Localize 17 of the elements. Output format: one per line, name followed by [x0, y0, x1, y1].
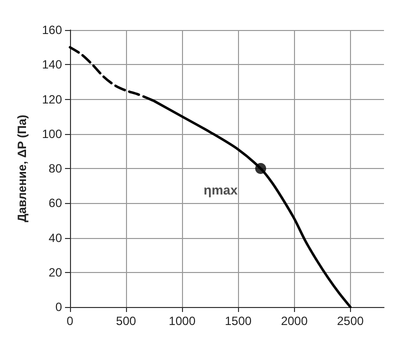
y-tick-label: 140: [42, 58, 62, 72]
y-tick-label: 160: [42, 23, 62, 37]
y-tick-label: 80: [48, 162, 62, 176]
y-tick-label: 0: [55, 300, 62, 314]
x-tick-label: 500: [116, 314, 136, 328]
y-tick-label: 40: [48, 230, 62, 245]
x-tick-label: 1500: [224, 314, 252, 328]
x-tick-label: 2000: [280, 314, 308, 328]
y-tick-label: 20: [48, 265, 62, 280]
x-tick-label: 0: [66, 314, 74, 328]
annotation: ηmax: [204, 182, 238, 198]
y-tick-label: 60: [48, 196, 62, 210]
y-axis-title: Давление, ΔP (Па): [15, 114, 29, 222]
y-tick-label: 100: [42, 126, 62, 141]
x-tick-label: 1000: [168, 314, 196, 328]
x-tick-label: 2500: [337, 314, 364, 328]
y-tick-label: 120: [42, 92, 62, 106]
